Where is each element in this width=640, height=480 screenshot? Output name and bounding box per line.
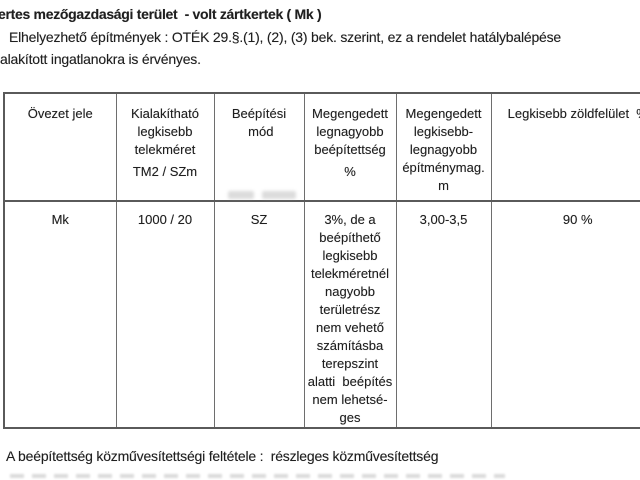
scan-artifact (262, 191, 296, 199)
header-label: Övezet jele (27, 106, 93, 121)
cell-telekmeret: 1000 / 20 (115, 200, 215, 429)
intro-line-ingatlanok: alakított ingatlanokra is érvényes. (0, 51, 201, 67)
col-header-beepitesi-mod: Beépítési mód (213, 92, 305, 202)
header-label: Kialakítható legkisebb telekméret (131, 106, 199, 157)
header-label: Megengedett legnagyobb beépítettség (312, 106, 388, 157)
intro-line-otek: Elhelyezhető építmények : OTÉK 29.§.(1),… (9, 29, 562, 45)
col-header-beepitettseg: Megengedett legnagyobb beépítettség % (303, 92, 397, 202)
scan-artifact (228, 191, 254, 199)
table-header-row: Övezet jele Kialakítható legkisebb telek… (3, 92, 640, 202)
col-header-zoldfelulet: Legkisebb zöldfelület % (490, 92, 640, 202)
col-header-telekmeret: Kialakítható legkisebb telekméret TM2 / … (115, 92, 215, 202)
header-label: Legkisebb zöldfelület % (507, 106, 640, 121)
cell-beepitettseg: 3%, de a beépíthető legkisebb telekméret… (303, 200, 397, 429)
section-title: ertes mezőgazdasági terület - volt zártk… (0, 6, 322, 22)
table-row-mk: Mk 1000 / 20 SZ 3%, de a beépíthető legk… (3, 200, 640, 429)
header-label: Megengedett legkisebb- legnagyobb építmé… (402, 106, 485, 193)
col-header-epitmenymagassag: Megengedett legkisebb- legnagyobb építmé… (395, 92, 492, 202)
cell-ovezet-jele: Mk (3, 200, 117, 429)
cell-beepitesi-mod: SZ (213, 200, 305, 429)
scan-artifact-cutoff-line (10, 474, 505, 478)
utility-condition-note: A beépítettség közművesítettségi feltéte… (6, 448, 439, 464)
cell-epitmenymagassag: 3,00-3,5 (395, 200, 492, 429)
col-header-ovezet-jele: Övezet jele (3, 92, 117, 202)
header-label: Beépítési mód (231, 106, 287, 139)
zoning-parameters-table: Övezet jele Kialakítható legkisebb telek… (3, 92, 640, 429)
cell-zoldfelulet: 90 % (490, 200, 640, 429)
